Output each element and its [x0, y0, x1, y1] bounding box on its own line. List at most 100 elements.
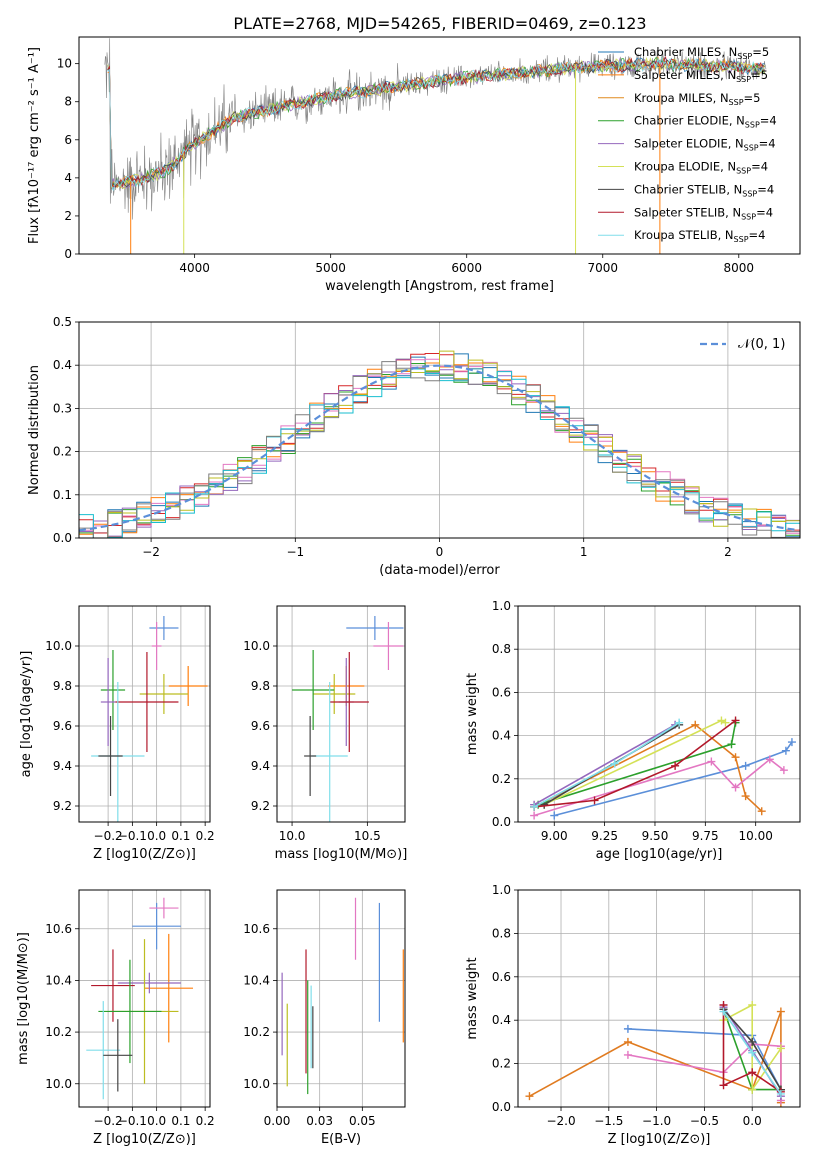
massweight-vs-Z-marker	[719, 1007, 728, 1016]
mass-vs-Z-xtick-label: −0.2	[94, 1114, 123, 1128]
spectrum-axes: 4000 5000 6000 7000 8000 0 2 4 6 8 10 wavelength [A…	[27, 47, 754, 294]
massweight-vs-age-marker	[707, 757, 716, 766]
residuals-ytick-label: 0.5	[53, 315, 72, 329]
legend-label: Salpeter STELIB, NSSP=4	[634, 205, 773, 221]
massweight-vs-age-series-line	[533, 724, 676, 806]
mass-vs-EBV-ytick-label: 10.6	[243, 922, 270, 936]
mass-vs-EBV-xlabel: E(B-V)	[321, 1132, 361, 1147]
mass-vs-Z-ytick-label: 10.6	[45, 922, 72, 936]
spectrum-legend: Chabrier MILES, NSSP=5 Salpeter MILES, NS…	[598, 45, 777, 244]
massweight-vs-age-marker	[550, 811, 559, 820]
spectrum-ytick-label: 4	[64, 171, 72, 185]
massweight-vs-age-marker	[610, 759, 619, 768]
massweight-vs-Z-xtick-label: −2.0	[546, 1114, 575, 1128]
massweight-vs-age-plot-area	[530, 716, 796, 820]
residuals-xtick-label: 1	[580, 545, 588, 559]
spectrum-model-line	[107, 55, 765, 192]
massweight-vs-age-marker	[787, 738, 796, 747]
legend-label: Chabrier MILES, NSSP=5	[634, 45, 769, 61]
age-vs-Z-ytick-label: 9.4	[53, 759, 72, 773]
age-vs-mass-ytick-label: 10.0	[243, 639, 270, 653]
legend-label: Chabrier ELODIE, NSSP=4	[634, 114, 777, 130]
massweight-vs-age-ytick-label: 0.6	[492, 685, 511, 699]
spectrum-xlabel: wavelength [Angstrom, rest frame]	[325, 279, 554, 294]
massweight-vs-Z-xlabel: Z [log10(Z/Z⊙)]	[608, 1132, 711, 1147]
massweight-vs-Z-marker	[776, 1044, 785, 1053]
massweight-vs-Z-marker	[748, 1001, 757, 1010]
massweight-vs-age-marker	[727, 740, 736, 749]
massweight-vs-age-xtick-label: 9.25	[591, 829, 618, 843]
legend-label: Chabrier STELIB, NSSP=4	[634, 182, 774, 198]
age-vs-Z-xtick-label: 0.1	[171, 829, 190, 843]
massweight-vs-age-series-line	[534, 719, 736, 808]
residuals-xtick-label: −2	[142, 545, 160, 559]
spectrum-ytick-label: 6	[64, 133, 72, 147]
massweight-vs-Z-series-line	[722, 1005, 782, 1093]
age-vs-mass-ytick-label: 9.2	[251, 799, 270, 813]
massweight-vs-age-marker	[765, 755, 774, 764]
figure-title: PLATE=2768, MJD=54265, FIBERID=0469, z=0…	[233, 14, 646, 33]
massweight-vs-Z-marker	[719, 1081, 728, 1090]
massweight-vs-age-marker	[741, 792, 750, 801]
massweight-vs-age-marker	[779, 766, 788, 775]
residuals-frame	[78, 321, 801, 539]
massweight-vs-Z-marker	[525, 1092, 534, 1101]
gaussian-curve	[79, 364, 798, 532]
mass-vs-EBV-ytick-label: 10.4	[243, 973, 270, 987]
age-vs-Z-xlabel: Z [log10(Z/Z⊙)]	[93, 847, 196, 862]
massweight-vs-Z-marker	[748, 1068, 757, 1077]
massweight-vs-age-ytick-label: 1.0	[492, 599, 511, 613]
age-vs-mass-frame	[276, 605, 406, 823]
massweight-vs-Z-marker	[748, 1048, 757, 1057]
massweight-vs-Z-ytick-label: 0.6	[492, 970, 511, 984]
massweight-vs-Z-ytick-label: 1.0	[492, 883, 511, 897]
massweight-vs-Z-marker	[776, 1007, 785, 1016]
massweight-vs-age-marker	[671, 761, 680, 770]
massweight-vs-age-marker	[757, 807, 766, 816]
mass-vs-Z-xtick-label: 0.0	[147, 1114, 166, 1128]
residuals-plot-area	[79, 350, 800, 538]
massweight-vs-age-xtick-label: 9.50	[642, 829, 669, 843]
massweight-vs-age-marker	[691, 720, 700, 729]
age-vs-Z-ytick-label: 9.6	[53, 719, 72, 733]
massweight-vs-Z-xtick-label: 0.0	[743, 1114, 762, 1128]
age-vs-mass-plot-area	[292, 616, 404, 822]
massweight-vs-Z-marker	[776, 1089, 785, 1098]
massweight-vs-age-xlabel: age [log10(age/yr)]	[596, 847, 723, 862]
age-vs-Z-frame	[78, 605, 211, 823]
mass-vs-Z-ytick-label: 10.2	[45, 1025, 72, 1039]
mass-vs-EBV-ytick-label: 10.2	[243, 1025, 270, 1039]
age-vs-Z-plot-area	[91, 616, 208, 822]
mass-vs-Z-xlabel: Z [log10(Z/Z⊙)]	[93, 1132, 196, 1147]
age-vs-mass-xtick-label: 10.0	[279, 829, 306, 843]
massweight-vs-Z-ytick-label: 0.8	[492, 926, 511, 940]
massweight-vs-Z-marker	[748, 1085, 757, 1094]
spectrum-xtick-label: 8000	[724, 261, 755, 275]
age-vs-Z-ytick-label: 9.2	[53, 799, 72, 813]
massweight-vs-age-marker	[717, 716, 726, 725]
age-vs-Z-xtick-label: −0.1	[118, 829, 147, 843]
massweight-vs-Z-marker	[623, 1037, 632, 1046]
massweight-vs-Z-series-line	[723, 1003, 782, 1093]
massweight-vs-age-marker	[530, 802, 539, 811]
legend-label: Kroupa ELODIE, NSSP=4	[634, 160, 768, 176]
mass-vs-EBV-plot-area	[281, 897, 404, 1095]
massweight-vs-age-marker	[721, 718, 730, 727]
legend-label: Salpeter ELODIE, NSSP=4	[634, 137, 776, 153]
residuals-xtick-label: 0	[436, 545, 444, 559]
massweight-vs-age-ytick-label: 0.0	[492, 815, 511, 829]
age-vs-Z-ytick-label: 10.0	[45, 639, 72, 653]
spectrum-ytick-label: 10	[57, 57, 72, 71]
gaussian-legend-label: 𝒩(0, 1)	[738, 337, 785, 352]
residuals-ytick-label: 0.3	[53, 401, 72, 415]
residuals-ytick-label: 0.0	[53, 531, 72, 545]
massweight-vs-age-ytick-label: 0.2	[492, 772, 511, 786]
massweight-vs-Z-ylabel: mass weight	[465, 957, 480, 1039]
massweight-vs-Z-ytick-label: 0.0	[492, 1100, 511, 1114]
massweight-vs-Z-frame	[517, 889, 801, 1108]
residuals-xtick-label: −1	[286, 545, 304, 559]
residuals-ytick-label: 0.1	[53, 488, 72, 502]
residuals-ytick-label: 0.4	[53, 358, 72, 372]
mass-vs-Z-ytick-label: 10.0	[45, 1077, 72, 1091]
